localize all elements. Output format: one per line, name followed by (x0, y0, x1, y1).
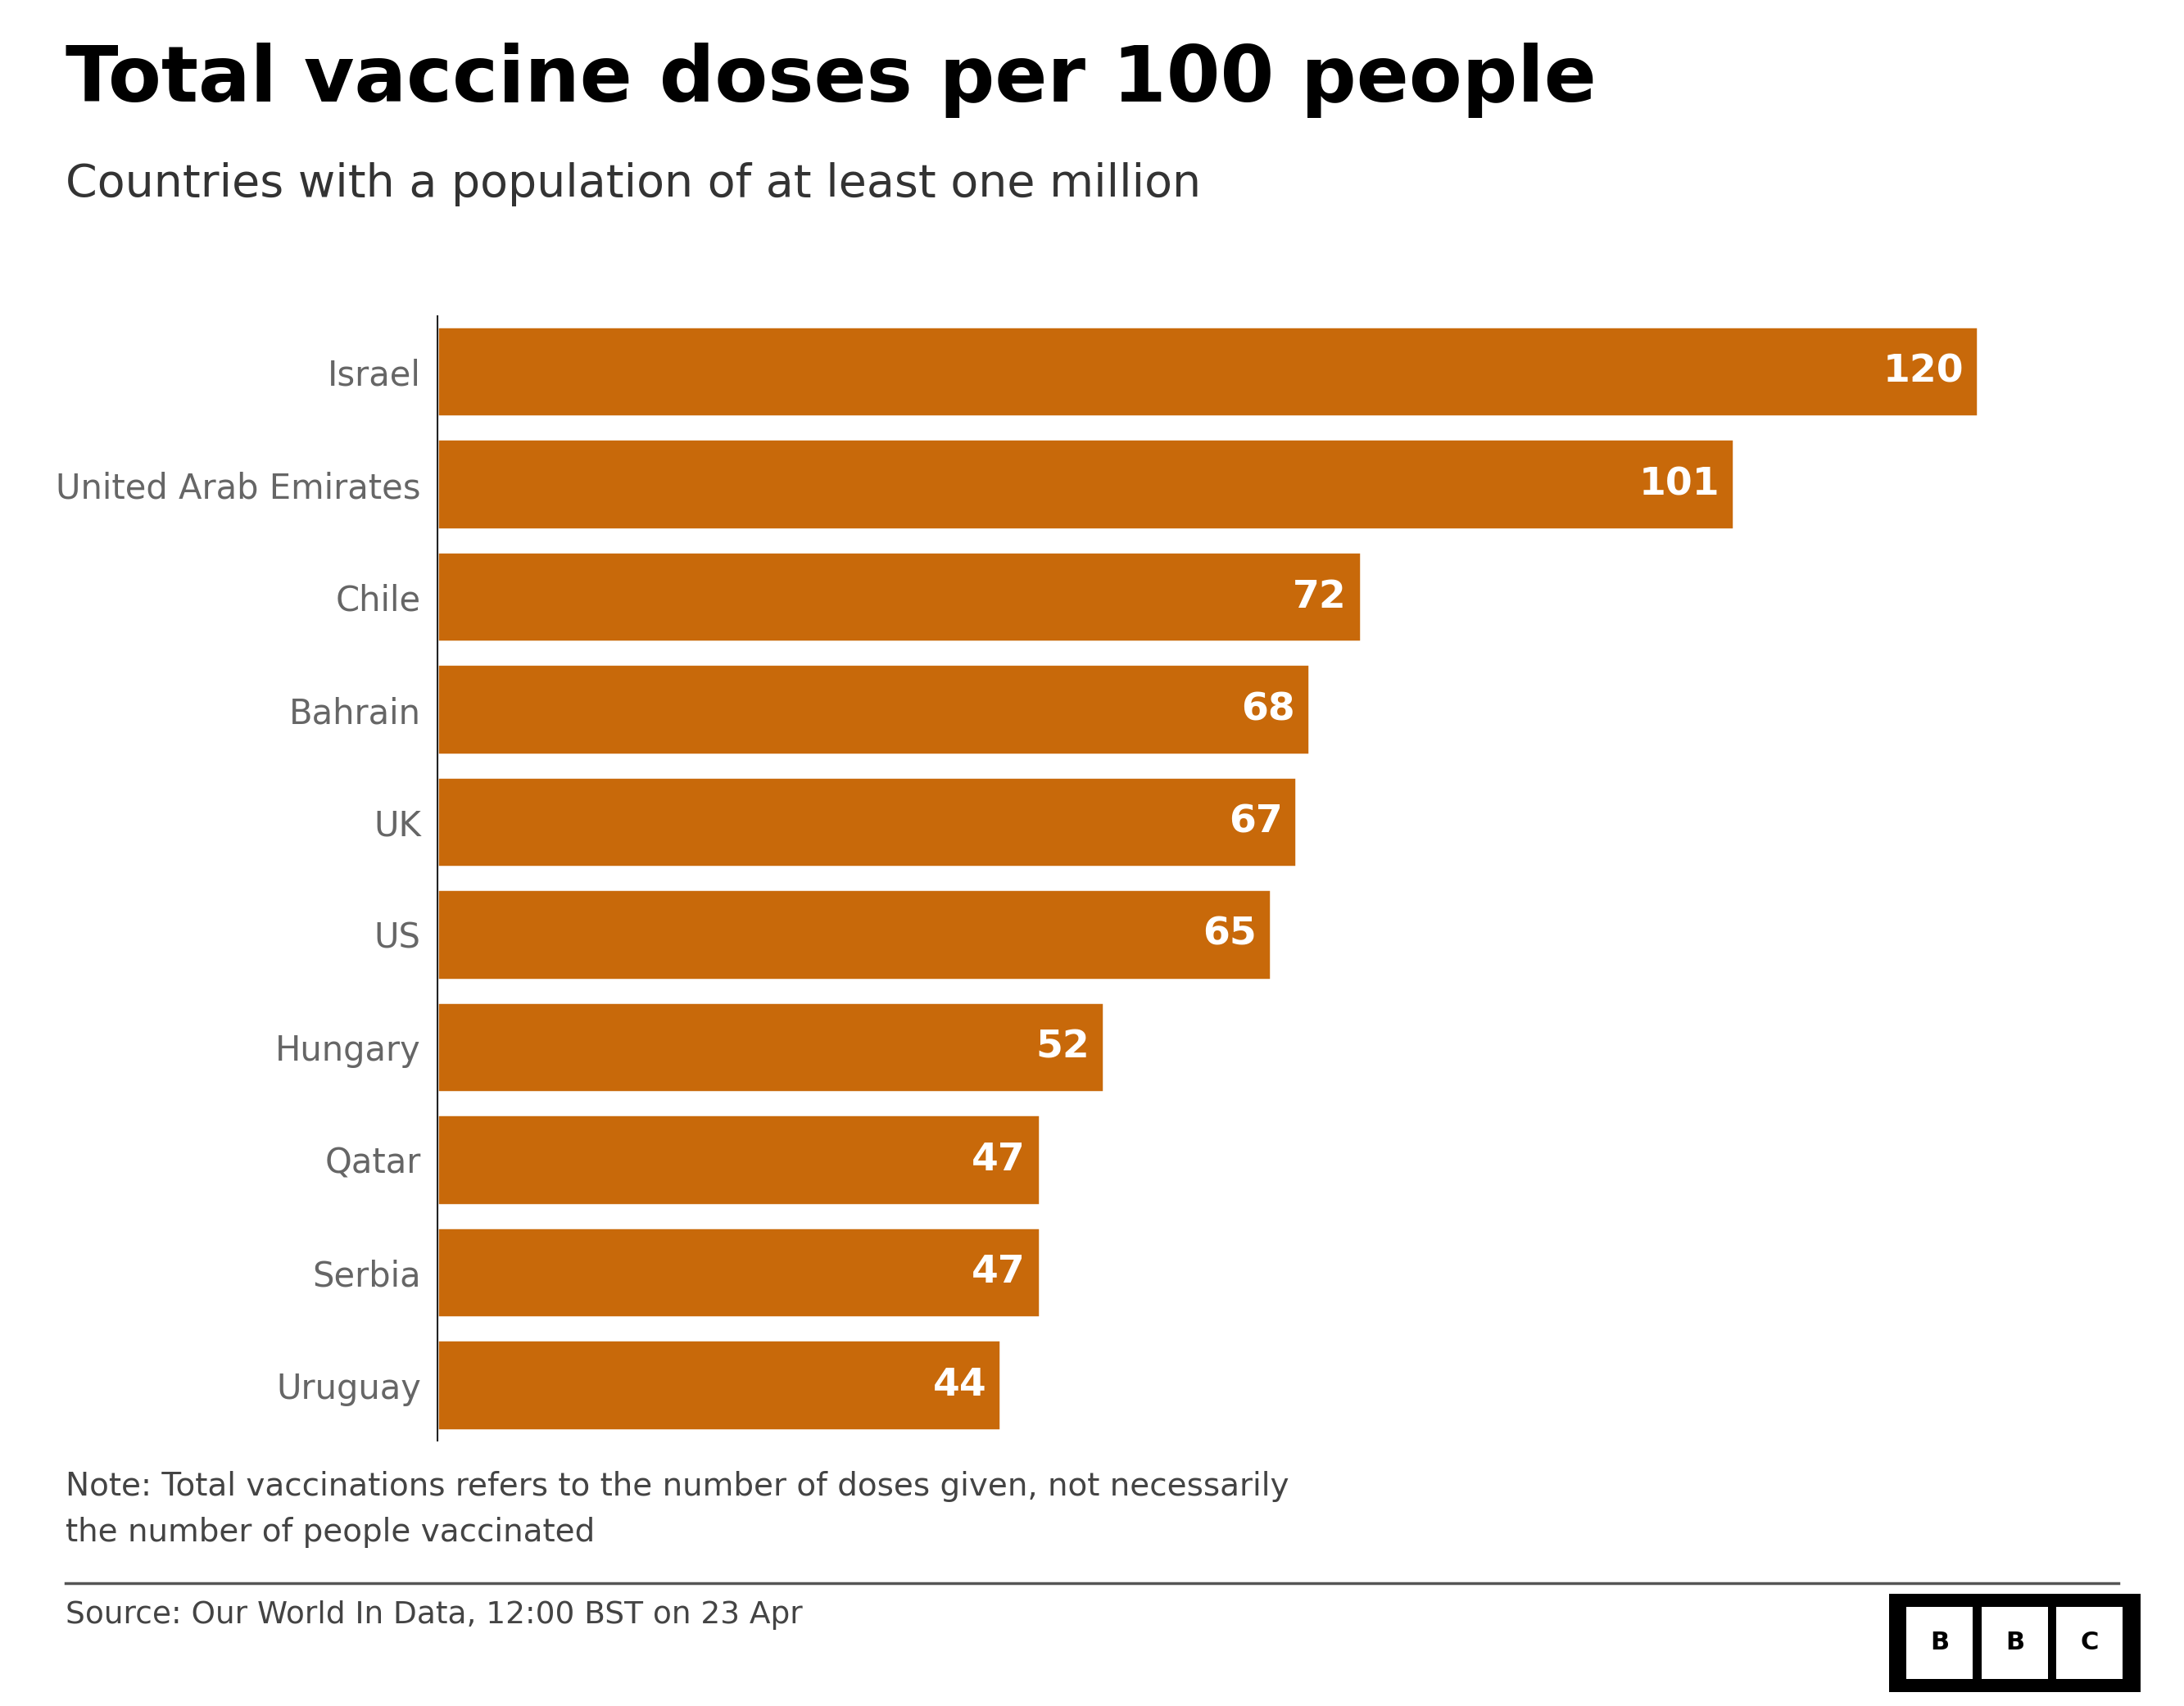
Text: 44: 44 (933, 1367, 987, 1404)
Bar (437, 1339, 1002, 1431)
Bar (437, 664, 1310, 756)
Bar (437, 551, 1363, 643)
Text: 47: 47 (972, 1254, 1026, 1291)
Text: Countries with a population of at least one million: Countries with a population of at least … (66, 162, 1201, 206)
Bar (437, 1001, 1105, 1094)
Text: 47: 47 (972, 1141, 1026, 1179)
Bar (437, 438, 1734, 531)
Text: C: C (2081, 1631, 2099, 1655)
Text: B: B (2005, 1631, 2025, 1655)
Text: 52: 52 (1035, 1029, 1090, 1066)
Text: 120: 120 (1883, 353, 1963, 391)
Bar (437, 776, 1297, 868)
Text: 67: 67 (1230, 804, 1282, 841)
Text: 101: 101 (1638, 466, 1719, 503)
Text: Total vaccine doses per 100 people: Total vaccine doses per 100 people (66, 43, 1597, 118)
Text: B: B (1931, 1631, 1950, 1655)
Text: 65: 65 (1203, 916, 1256, 954)
Bar (437, 326, 1979, 418)
Bar (437, 1114, 1042, 1206)
Text: 72: 72 (1293, 578, 1348, 616)
Text: 68: 68 (1241, 691, 1295, 728)
Text: Note: Total vaccinations refers to the number of doses given, not necessarily
th: Note: Total vaccinations refers to the n… (66, 1471, 1289, 1547)
Bar (437, 889, 1273, 981)
Text: Source: Our World In Data, 12:00 BST on 23 Apr: Source: Our World In Data, 12:00 BST on … (66, 1600, 802, 1629)
Bar (437, 1227, 1042, 1319)
